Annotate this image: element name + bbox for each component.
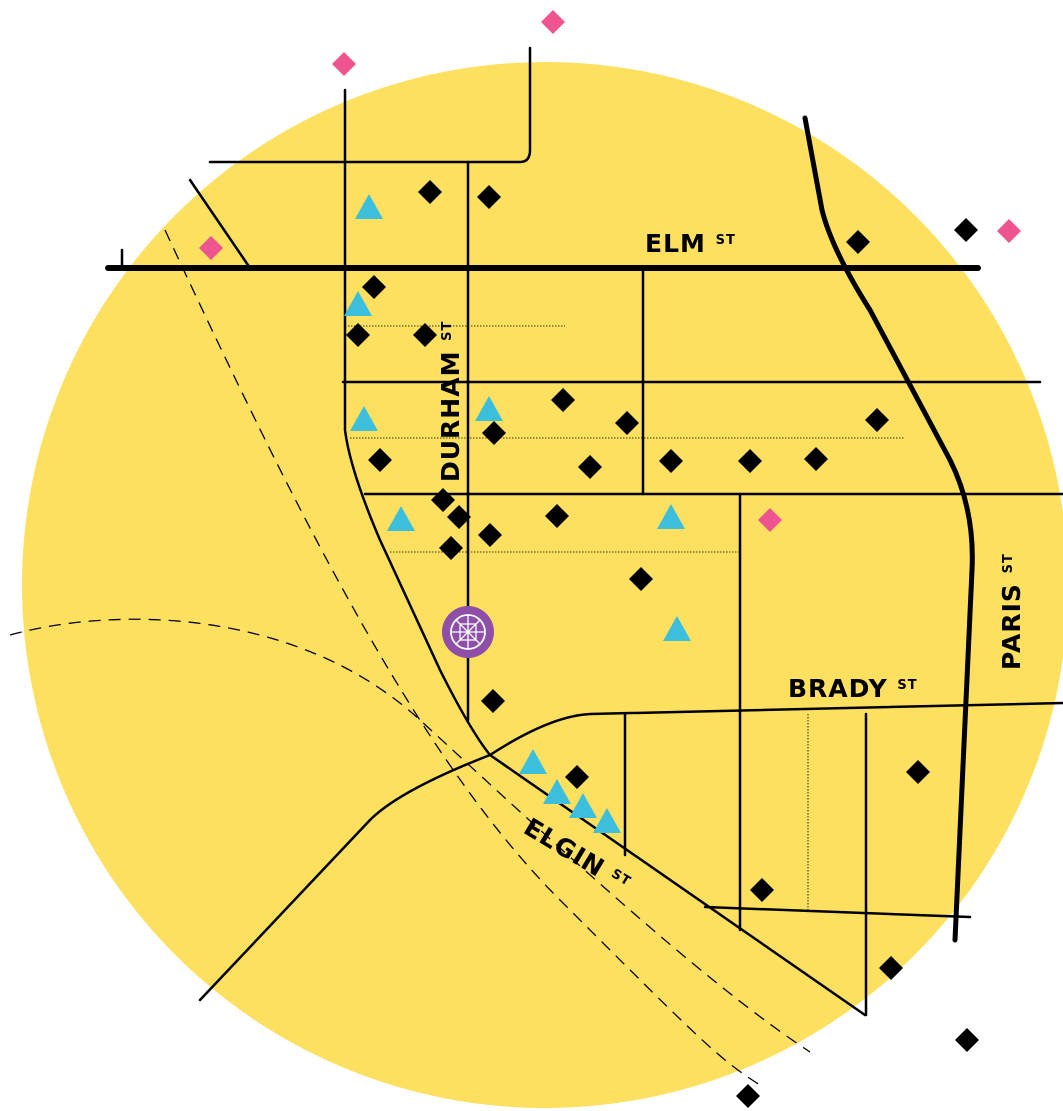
black-marker bbox=[481, 689, 505, 713]
road bbox=[188, 178, 252, 270]
black-marker bbox=[615, 411, 639, 435]
street-label: PARIS ST bbox=[997, 553, 1026, 670]
black-marker bbox=[418, 180, 442, 204]
black-marker bbox=[629, 567, 653, 591]
venue-icon-pattern bbox=[451, 615, 485, 649]
triangle-marker bbox=[593, 808, 621, 833]
black-marker bbox=[865, 408, 889, 432]
road bbox=[343, 88, 492, 757]
black-marker bbox=[368, 448, 392, 472]
triangle-marker bbox=[350, 406, 378, 431]
road bbox=[488, 701, 1063, 757]
black-marker bbox=[659, 449, 683, 473]
black-marker bbox=[477, 185, 501, 209]
black-marker bbox=[565, 765, 589, 789]
triangle-marker bbox=[355, 194, 383, 219]
street-label: BRADY ST bbox=[788, 674, 918, 703]
black-marker bbox=[551, 388, 575, 412]
area-circle bbox=[22, 62, 1063, 1108]
triangle-marker bbox=[475, 396, 503, 421]
black-marker bbox=[478, 523, 502, 547]
black-marker bbox=[431, 488, 455, 512]
pink-marker bbox=[541, 10, 565, 34]
street-name: ELM bbox=[645, 229, 706, 258]
pink-marker bbox=[997, 219, 1021, 243]
street-suffix: ST bbox=[897, 678, 917, 693]
pink-marker bbox=[758, 508, 782, 532]
black-marker bbox=[346, 323, 370, 347]
black-marker bbox=[447, 505, 471, 529]
street-label: DURHAM ST bbox=[436, 321, 465, 482]
road bbox=[802, 115, 975, 943]
rail-line bbox=[9, 618, 811, 1053]
street-label: ELM ST bbox=[645, 229, 736, 258]
triangle-marker bbox=[519, 749, 547, 774]
black-marker bbox=[879, 956, 903, 980]
triangle-marker bbox=[344, 291, 372, 316]
black-marker bbox=[955, 1028, 979, 1052]
markers bbox=[199, 10, 1021, 1108]
road bbox=[208, 46, 532, 164]
street-suffix: ST bbox=[1001, 553, 1016, 573]
street-name: BRADY bbox=[788, 674, 888, 703]
black-marker bbox=[738, 449, 762, 473]
triangle-marker bbox=[663, 616, 691, 641]
street-name: PARIS bbox=[997, 583, 1026, 670]
black-marker bbox=[413, 323, 437, 347]
black-marker bbox=[578, 455, 602, 479]
triangle-marker bbox=[387, 506, 415, 531]
road bbox=[703, 905, 972, 919]
black-marker bbox=[439, 536, 463, 560]
black-marker bbox=[545, 504, 569, 528]
dashed-lines bbox=[9, 229, 811, 1086]
black-marker bbox=[846, 230, 870, 254]
pink-marker bbox=[199, 236, 223, 260]
black-marker bbox=[750, 878, 774, 902]
street-suffix: ST bbox=[716, 233, 736, 248]
black-marker bbox=[362, 275, 386, 299]
venue bbox=[442, 606, 494, 658]
black-marker bbox=[804, 447, 828, 471]
street-name: DURHAM bbox=[436, 351, 465, 482]
triangle-marker bbox=[657, 504, 685, 529]
black-marker bbox=[736, 1084, 760, 1108]
black-marker bbox=[954, 218, 978, 242]
black-marker bbox=[906, 760, 930, 784]
triangle-marker bbox=[543, 779, 571, 804]
black-marker bbox=[482, 421, 506, 445]
roads bbox=[105, 46, 1063, 1017]
triangle-marker bbox=[569, 793, 597, 818]
road bbox=[198, 753, 492, 1002]
pink-marker bbox=[332, 52, 356, 76]
rail-line bbox=[164, 229, 761, 1086]
street-suffix: ST bbox=[440, 321, 455, 341]
